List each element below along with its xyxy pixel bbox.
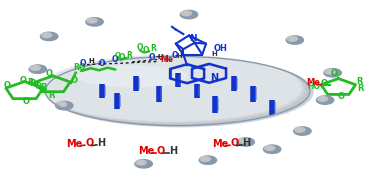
Ellipse shape [42,55,304,122]
Circle shape [41,33,52,38]
Circle shape [136,160,146,165]
Circle shape [138,161,144,164]
Circle shape [240,139,246,142]
Circle shape [56,102,67,107]
Text: H: H [88,58,94,64]
Circle shape [56,101,73,110]
Text: R: R [150,44,156,53]
Text: O: O [85,138,93,148]
Ellipse shape [45,56,310,126]
Text: O: O [338,92,345,101]
Text: O: O [115,52,121,58]
Circle shape [181,11,192,16]
Text: O: O [136,43,143,52]
Text: O: O [46,69,53,78]
Circle shape [320,98,325,100]
Text: H: H [242,138,250,148]
Text: Me: Me [138,146,154,156]
Ellipse shape [77,65,188,88]
Text: RO: RO [74,63,86,72]
Text: O: O [19,76,26,85]
Text: H: H [97,138,105,148]
Circle shape [238,138,248,143]
Circle shape [297,128,302,131]
Ellipse shape [43,55,305,123]
Circle shape [294,127,311,135]
Text: O: O [149,53,155,62]
Circle shape [33,67,38,69]
Text: OH: OH [214,44,228,53]
Circle shape [59,103,64,106]
Text: O: O [34,82,41,91]
Circle shape [263,145,281,153]
Circle shape [89,19,94,22]
Ellipse shape [41,54,301,121]
Text: Me: Me [212,139,228,149]
Text: O: O [70,76,77,86]
Circle shape [184,12,189,15]
Circle shape [30,65,40,70]
Ellipse shape [44,56,307,124]
Text: HO: HO [307,82,320,91]
Text: O: O [143,46,149,55]
Text: O: O [4,81,11,90]
Circle shape [203,158,208,160]
Text: O: O [231,138,239,148]
Text: H: H [169,146,177,156]
Circle shape [199,156,217,164]
Circle shape [325,69,335,74]
Circle shape [267,147,272,149]
Circle shape [316,96,334,104]
Text: O: O [157,146,165,156]
Circle shape [87,18,97,23]
Circle shape [290,37,295,40]
Text: -H: -H [175,53,183,59]
Text: R: R [126,51,132,60]
Text: O: O [321,79,328,88]
Circle shape [40,32,58,41]
Text: O: O [23,96,30,106]
Circle shape [29,65,46,73]
Text: Me: Me [306,78,320,87]
Text: R: R [28,78,34,87]
Text: Me: Me [161,55,174,64]
Circle shape [135,160,152,168]
Ellipse shape [43,56,306,124]
Text: R: R [357,84,364,93]
Text: O: O [171,51,178,60]
Text: Me: Me [66,139,82,149]
Text: N: N [210,73,218,83]
Ellipse shape [42,55,302,122]
Circle shape [324,69,341,77]
Circle shape [317,96,328,101]
Circle shape [294,127,305,132]
Text: N: N [189,34,197,43]
Circle shape [286,36,304,44]
Ellipse shape [45,56,309,125]
Text: R: R [356,77,363,86]
Text: O: O [119,53,125,62]
Text: O: O [331,69,338,78]
Text: ....: .... [98,58,105,63]
Text: R: R [48,91,54,100]
Text: O: O [98,59,105,68]
Circle shape [237,138,254,146]
Text: H: H [212,51,217,56]
Text: R: R [40,83,47,92]
Circle shape [200,156,211,161]
Circle shape [44,34,49,36]
Circle shape [86,18,103,26]
Text: O: O [79,60,86,68]
Ellipse shape [45,56,314,127]
Circle shape [287,36,297,41]
Text: O: O [112,55,118,64]
Text: R: R [29,79,36,88]
Circle shape [327,70,333,73]
Circle shape [264,145,275,151]
Circle shape [180,10,198,19]
Text: -H: -H [156,54,165,60]
